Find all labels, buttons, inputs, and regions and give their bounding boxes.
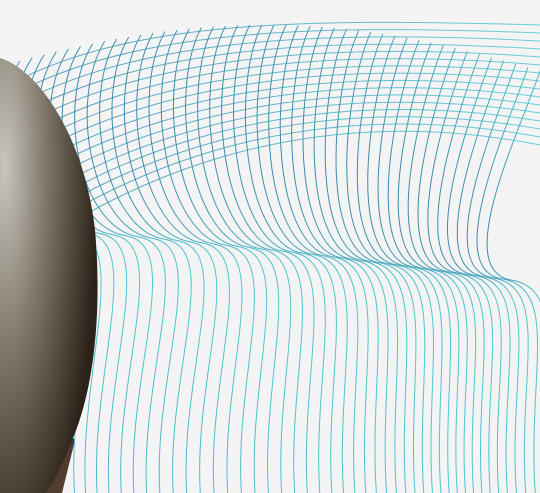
mesh-line [233, 24, 326, 493]
mesh-line [486, 70, 540, 303]
mesh-line [291, 25, 379, 493]
mesh-line [346, 31, 426, 493]
mesh-line [466, 63, 529, 493]
mesh-line [397, 42, 468, 493]
mesh-line [111, 36, 205, 493]
mesh-line [427, 50, 494, 493]
mesh-line [256, 24, 348, 493]
mesh-line [74, 43, 166, 493]
mesh-line [185, 27, 280, 493]
mesh-line [447, 57, 511, 493]
mesh-line [377, 37, 452, 493]
mesh-line [356, 33, 434, 493]
mesh-line [136, 32, 230, 493]
mesh-line [148, 31, 243, 493]
mesh-line [268, 24, 359, 493]
wireframe-wave-mesh [0, 24, 540, 493]
mesh-line [437, 53, 502, 493]
mesh-line [0, 36, 540, 115]
dark-sphere [0, 58, 98, 493]
mesh-line [99, 38, 192, 493]
mesh-line [173, 28, 268, 493]
mesh-line [0, 43, 540, 127]
mesh-line [160, 29, 255, 493]
mesh-line [324, 28, 408, 493]
mesh-line [0, 29, 540, 103]
mesh-line [0, 21, 540, 91]
mesh-line [197, 26, 292, 493]
mesh-line [407, 45, 477, 493]
mesh-line [209, 25, 303, 493]
mesh-line [387, 40, 460, 493]
mesh-line [335, 30, 417, 493]
mesh-line [279, 25, 369, 493]
mesh-line [476, 67, 538, 493]
mesh-line [302, 26, 389, 493]
mesh-line [244, 24, 337, 493]
mesh-line [123, 34, 218, 493]
